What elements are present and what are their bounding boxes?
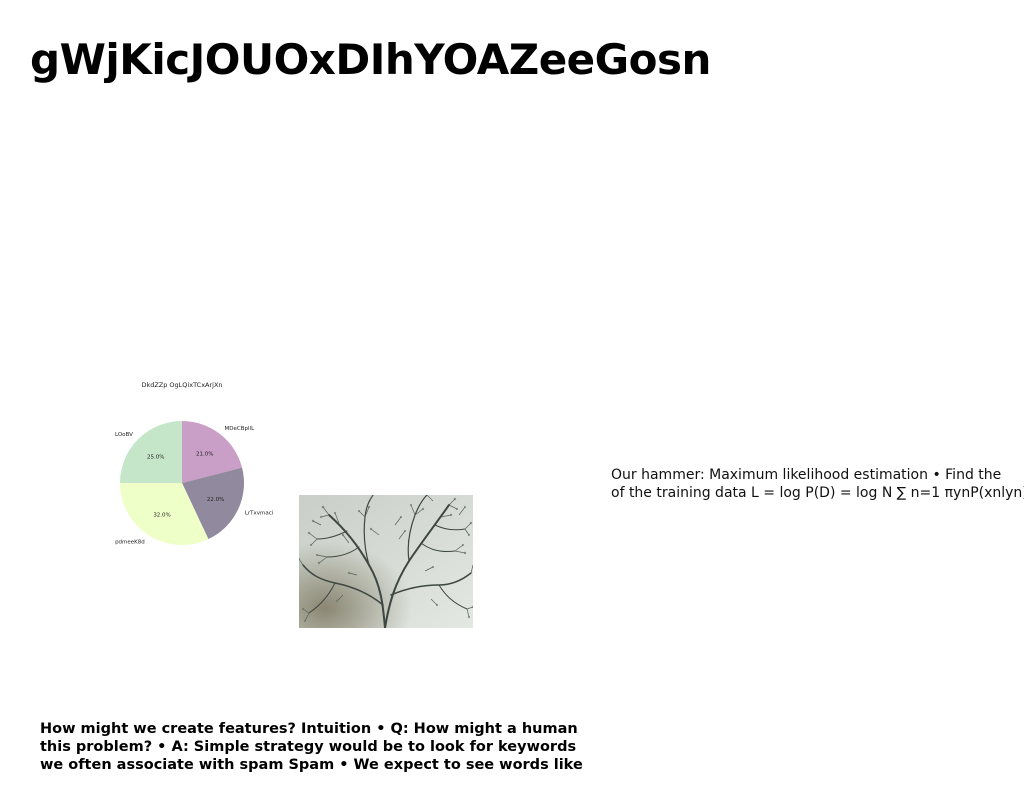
shrub-photo: [299, 495, 473, 628]
pie-slice-LrTxvmaci: [182, 467, 244, 540]
side-text-block: Our hammer: Maximum likelihood estimatio…: [611, 466, 1024, 502]
pie-slice-label: pdmeeK8d: [115, 540, 145, 546]
bottom-text-line: this problem? • A: Simple strategy would…: [40, 739, 577, 755]
pie-pct-label: 22.0%: [207, 497, 224, 503]
slide-title: gWjKicJOUOxDIhYOAZeeGosn: [30, 35, 711, 84]
pie-labels: 21.0% MDeCBpllL 22.0% LrTxvmaci 32.0% pdmeeK8…: [115, 426, 274, 545]
pie-slice-label: MDeCBpllL: [225, 426, 256, 432]
pie-pct-label: 25.0%: [147, 455, 164, 461]
pie-pct-label: 32.0%: [153, 512, 170, 518]
pie-chart: DkdZZp OgLQixTCxArjXn 21.0% MDeCBpllL 22.0…: [108, 372, 288, 578]
pie-slice-pdmeeK8d: [120, 483, 209, 545]
side-text-line: Our hammer: Maximum likelihood estimatio…: [611, 467, 1002, 483]
pie-pct-label: 21.0%: [196, 452, 213, 458]
pie-slice-label: LrTxvmaci: [245, 511, 274, 517]
pie-slice-LOoBV: [120, 421, 182, 483]
bottom-text-block: How might we create features? Intuition …: [40, 720, 600, 774]
pie-slice-label: LOoBV: [115, 432, 133, 438]
bottom-text-line: How might we create features? Intuition …: [40, 721, 578, 737]
shrub-photo-image: [299, 495, 473, 628]
side-text-line: of the training data L = log P(D) = log …: [611, 485, 1024, 501]
pie-chart-svg: DkdZZp OgLQixTCxArjXn 21.0% MDeCBpllL 22.0…: [115, 381, 274, 546]
bottom-text-line: we often associate with spam Spam • We e…: [40, 757, 583, 773]
chart-title: DkdZZp OgLQixTCxArjXn: [141, 381, 222, 389]
pie-slice-MDeCBpllL: [182, 421, 243, 483]
pie-slices: [120, 421, 244, 545]
